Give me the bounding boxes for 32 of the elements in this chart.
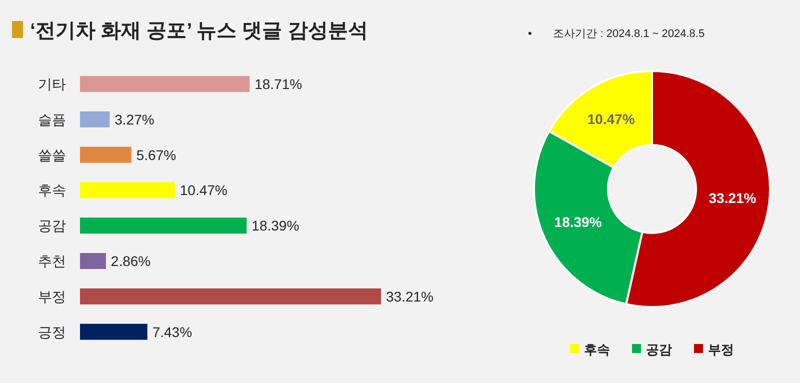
bar: [80, 146, 132, 163]
data-label: 33.21%: [708, 190, 757, 206]
y-tick-label: 기타: [38, 76, 66, 92]
bar: [80, 182, 175, 198]
data-label: 33.21%: [386, 288, 434, 304]
data-label: 18.39%: [252, 218, 300, 234]
data-label: 5.67%: [136, 146, 176, 163]
y-tick-label: 긍정: [38, 324, 66, 340]
bar: [80, 218, 247, 234]
legend-label: 공감: [646, 342, 672, 357]
legend-label: 부정: [708, 342, 734, 357]
data-label: 10.47%: [587, 111, 636, 128]
bar: [80, 111, 110, 128]
bar: [80, 288, 381, 304]
y-tick-label: 쓸쓸: [38, 146, 66, 163]
text: • 조사기간 : 2024.8.1 ~ 2024.8.5: [528, 28, 705, 40]
y-tick-label: 슬픔: [38, 111, 66, 128]
bar: [80, 324, 148, 340]
data-label: 18.71%: [254, 76, 302, 92]
legend-label: 후속: [584, 342, 610, 357]
data-label: 7.43%: [152, 324, 192, 340]
y-tick-label: 후속: [38, 182, 66, 198]
y-tick-label: 부정: [38, 288, 66, 304]
bar: [80, 253, 106, 269]
data-label: 18.39%: [554, 214, 602, 230]
y-tick-label: 추천: [38, 253, 66, 269]
data-label: 2.86%: [110, 253, 151, 269]
data-label: 3.27%: [114, 111, 154, 128]
chart-title: ‘전기차 화재 공포’ 뉴스 댓글 감성분석: [30, 20, 368, 42]
data-label: 10.47%: [180, 182, 228, 198]
bar: [80, 76, 250, 92]
y-tick-label: 공감: [38, 218, 66, 234]
